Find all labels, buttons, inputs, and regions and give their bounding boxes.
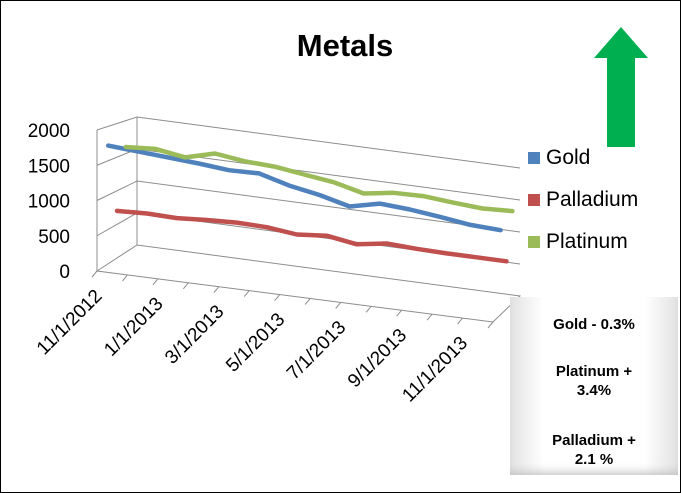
x-tick-label: 3/1/2013 (161, 301, 228, 368)
legend-swatch-palladium (528, 194, 540, 206)
y-tick-label: 1000 (28, 192, 70, 213)
chart-title: Metals (296, 28, 394, 63)
y-tick-label: 0 (59, 262, 70, 283)
legend-label-platinum: Platinum (546, 230, 628, 253)
note-palladium-label: Palladium + (552, 432, 636, 449)
category-tick (91, 270, 98, 278)
x-tick-label: 1/1/2013 (100, 294, 167, 361)
y-tick-labels: 0 500 1000 1500 2000 (28, 121, 70, 283)
y-tick-label: 2000 (28, 121, 70, 142)
y-tick-label: 500 (38, 227, 70, 248)
x-tick-label: 9/1/2013 (344, 325, 411, 392)
series-lines (105, 143, 515, 264)
category-ticks (91, 270, 494, 329)
category-tick (365, 305, 372, 313)
floor-plane (95, 244, 522, 323)
y-tick-label: 1500 (28, 156, 70, 177)
series-line-gold (105, 143, 503, 233)
x-tick-label: 7/1/2013 (283, 317, 350, 384)
category-tick (457, 317, 463, 325)
up-arrow-icon (594, 27, 648, 147)
note-palladium-change: 2.1 % (574, 451, 614, 468)
gridline (96, 180, 521, 233)
series-line-platinum (123, 144, 515, 214)
change-note-box: Gold - 0.3% Platinum + 3.4% Palladium + … (510, 297, 678, 475)
category-tick (183, 282, 189, 290)
category-tick (152, 278, 159, 286)
x-tick-label: 11/1/2012 (33, 286, 107, 360)
legend-label-palladium: Palladium (546, 188, 639, 211)
category-tick (426, 313, 433, 321)
x-tick-label: 11/1/2013 (398, 333, 472, 407)
category-tick (487, 321, 494, 329)
category-tick (274, 294, 281, 301)
category-tick (335, 302, 342, 309)
legend-swatch-gold (528, 152, 540, 164)
category-tick (122, 274, 128, 282)
legend-label-gold: Gold (546, 146, 591, 169)
gridline (96, 116, 521, 169)
category-tick (396, 309, 402, 317)
category-tick (304, 298, 311, 305)
note-platinum-label: Platinum + (555, 363, 633, 380)
series-line-palladium (114, 208, 509, 264)
legend-swatch-platinum (528, 236, 540, 248)
category-tick (243, 290, 250, 297)
x-tick-label: 5/1/2013 (222, 309, 289, 376)
note-platinum-change: 3.4% (576, 382, 612, 399)
note-gold-change: Gold - 0.3% (553, 316, 635, 333)
category-tick (213, 286, 220, 294)
